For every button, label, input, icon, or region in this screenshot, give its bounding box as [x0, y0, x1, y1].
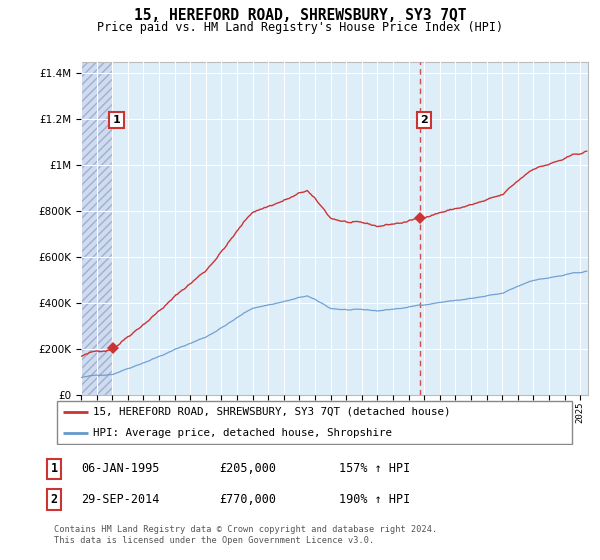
Text: £770,000: £770,000: [219, 493, 276, 506]
Text: 15, HEREFORD ROAD, SHREWSBURY, SY3 7QT: 15, HEREFORD ROAD, SHREWSBURY, SY3 7QT: [134, 8, 466, 24]
Text: 1: 1: [113, 115, 121, 125]
Text: Contains HM Land Registry data © Crown copyright and database right 2024.
This d: Contains HM Land Registry data © Crown c…: [54, 525, 437, 545]
Text: 2: 2: [50, 493, 58, 506]
Text: 157% ↑ HPI: 157% ↑ HPI: [339, 462, 410, 475]
Text: £205,000: £205,000: [219, 462, 276, 475]
Text: Price paid vs. HM Land Registry's House Price Index (HPI): Price paid vs. HM Land Registry's House …: [97, 21, 503, 34]
Text: 2: 2: [420, 115, 428, 125]
FancyBboxPatch shape: [56, 400, 572, 444]
Text: HPI: Average price, detached house, Shropshire: HPI: Average price, detached house, Shro…: [93, 428, 392, 438]
Text: 190% ↑ HPI: 190% ↑ HPI: [339, 493, 410, 506]
Text: 29-SEP-2014: 29-SEP-2014: [81, 493, 160, 506]
Text: 1: 1: [50, 462, 58, 475]
Text: 06-JAN-1995: 06-JAN-1995: [81, 462, 160, 475]
Bar: [81, 62, 113, 395]
Text: 15, HEREFORD ROAD, SHREWSBURY, SY3 7QT (detached house): 15, HEREFORD ROAD, SHREWSBURY, SY3 7QT (…: [93, 407, 451, 417]
